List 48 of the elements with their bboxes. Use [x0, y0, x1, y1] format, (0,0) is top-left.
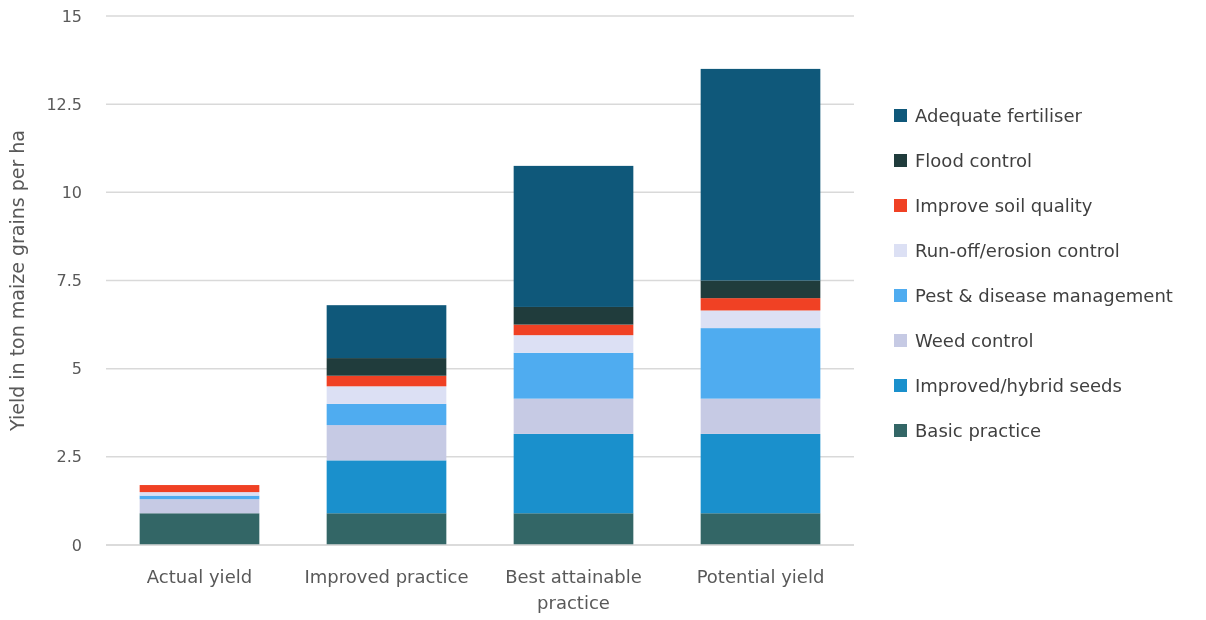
legend-label: Weed control: [915, 330, 1034, 352]
y-tick-label: 2.5: [56, 447, 82, 467]
legend-label: Improved/hybrid seeds: [915, 375, 1122, 397]
bar: [700, 328, 821, 399]
bar: [513, 335, 634, 353]
bar: [139, 513, 260, 545]
legend-label: Improve soil quality: [915, 195, 1093, 217]
bar: [326, 358, 447, 376]
bar: [700, 310, 821, 329]
bar: [700, 298, 821, 311]
bar: [700, 398, 821, 434]
bar: [513, 324, 634, 336]
bar: [513, 165, 634, 307]
bar: [326, 386, 447, 404]
legend-label: Run-off/erosion control: [915, 240, 1120, 262]
bar: [326, 305, 447, 359]
y-tick-label: 7.5: [56, 271, 82, 291]
bar: [513, 306, 634, 325]
bar: [513, 513, 634, 545]
legend-label: Adequate fertiliser: [915, 105, 1083, 127]
x-tick-label: Potential yield: [696, 566, 825, 587]
bar: [513, 433, 634, 514]
x-tick-label: Actual yield: [146, 566, 253, 587]
legend-label: Flood control: [915, 150, 1032, 172]
bar: [326, 513, 447, 545]
legend-label: Pest & disease management: [915, 285, 1173, 307]
bar: [513, 352, 634, 399]
bar: [326, 403, 447, 426]
bar: [513, 398, 634, 434]
y-axis-title: Yield in ton maize grains per ha: [6, 130, 28, 432]
bar: [700, 433, 821, 514]
y-tick-label: 15: [61, 6, 82, 26]
bar: [700, 513, 821, 545]
bar: [326, 425, 447, 461]
bar: [700, 68, 821, 281]
y-tick-label: 12.5: [46, 94, 82, 114]
legend-label: Basic practice: [915, 420, 1042, 442]
y-tick-label: 5: [71, 359, 82, 379]
bar: [326, 460, 447, 514]
y-tick-label: 10: [61, 182, 82, 202]
bar: [139, 485, 260, 493]
x-tick-label: Best attainable practice: [505, 566, 642, 613]
bar: [326, 375, 447, 387]
y-tick-label: 0: [71, 535, 82, 555]
bar: [139, 499, 260, 514]
bar: [700, 280, 821, 299]
bar: [139, 492, 260, 496]
x-tick-label: Improved practice: [304, 566, 469, 587]
